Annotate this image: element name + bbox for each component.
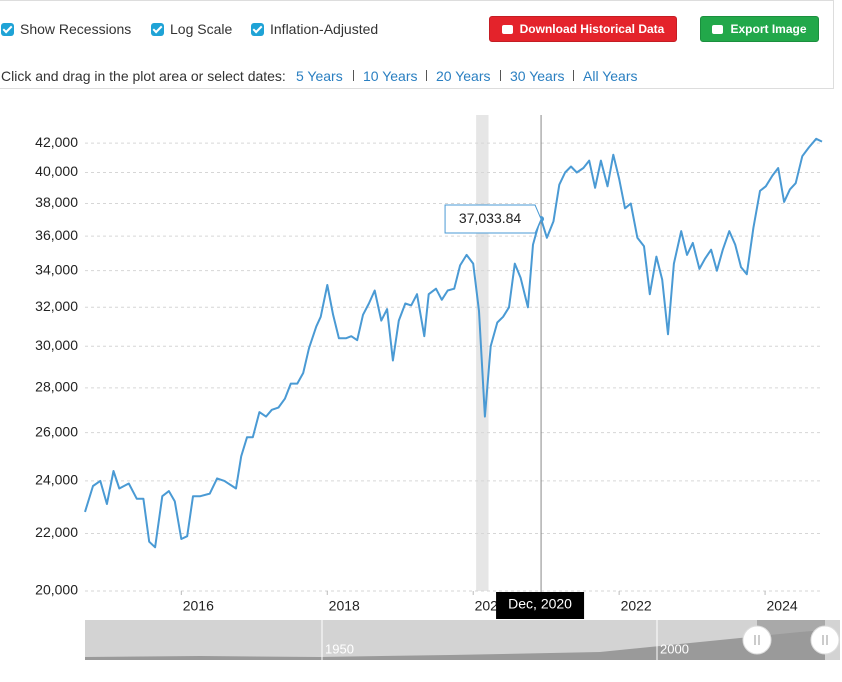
y-tick-label: 24,000 (35, 472, 78, 488)
plot: 20,000 22,000 24,000 26,000 28,000 30,000 32,0… (35, 115, 823, 619)
x-tick-label: 2016 (183, 598, 214, 614)
tooltip-box (444, 204, 542, 234)
button-label: Download Historical Data (519, 22, 665, 36)
log-scale-checkbox[interactable]: Log Scale (151, 21, 232, 37)
range-link[interactable]: 20 Years (436, 68, 491, 84)
y-tick-label: 30,000 (35, 337, 78, 353)
navigator-label: 2000 (660, 641, 689, 656)
y-tick-label: 38,000 (35, 194, 78, 210)
y-tick-label: 22,000 (35, 524, 78, 540)
date-flag (496, 592, 585, 619)
icon (501, 24, 513, 34)
x-tick-label: 2018 (329, 598, 360, 614)
separator (353, 70, 354, 81)
separator (573, 70, 574, 81)
download-button[interactable]: Download Historical Data (489, 16, 677, 42)
navigator-label: 1950 (325, 641, 354, 656)
y-tick-label: 40,000 (35, 163, 78, 179)
y-tick-label: 34,000 (35, 261, 78, 277)
range-link[interactable]: 5 Years (296, 68, 343, 84)
range-link[interactable]: 30 Years (510, 68, 565, 84)
icon (712, 24, 724, 34)
navigator-series (85, 630, 825, 660)
checkbox-label: Inflation-Adjusted (270, 21, 379, 37)
checkbox-label: Show Recessions (20, 21, 132, 37)
y-tick-label: 28,000 (35, 379, 78, 395)
y-tick-label: 26,000 (35, 423, 78, 439)
navigator[interactable]: 1950 2000 (85, 620, 840, 660)
separator (426, 70, 427, 81)
recessions-checkbox[interactable]: Show Recessions (1, 21, 131, 37)
hint: Click and drag in the plot area or selec… (1, 68, 286, 84)
y-tick-label: 42,000 (35, 134, 78, 150)
range-link[interactable]: All Years (583, 68, 638, 84)
checkbox-label: Log Scale (170, 21, 233, 37)
navigator-handle[interactable] (810, 625, 840, 655)
date-flag-label: Dec, 2020 (508, 596, 572, 612)
handle-grip (754, 635, 828, 645)
x-tick-label: 2022 (621, 598, 652, 614)
separator (500, 70, 501, 81)
inflation-checkbox[interactable]: Inflation-Adjusted (251, 21, 378, 37)
range-link[interactable]: 10 Years (363, 68, 418, 84)
tooltip-value: 37,033.84 (459, 210, 521, 226)
y-tick-label: 32,000 (35, 298, 78, 314)
export-button[interactable]: Export Image (700, 16, 819, 42)
y-tick-label: 36,000 (35, 227, 78, 243)
button-label: Export Image (730, 22, 807, 36)
navigator-handle[interactable] (742, 625, 772, 655)
x-tick-label: 2024 (767, 598, 798, 614)
control-panel: Show Recessions Log Scale Inflation-Adju… (0, 0, 834, 89)
y-tick-label: 20,000 (35, 582, 78, 598)
series-line (84, 137, 823, 549)
